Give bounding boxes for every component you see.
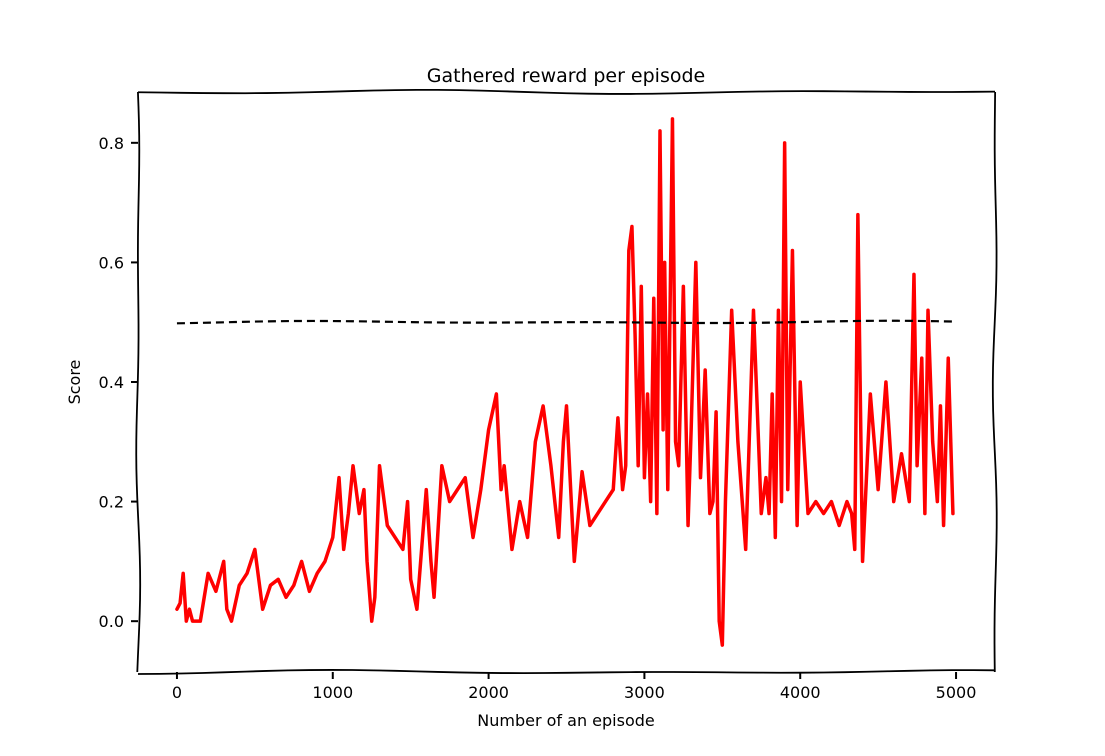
- x-tick-label-2000: 2000: [468, 683, 509, 702]
- series-line-0: [175, 117, 955, 647]
- x-tick-label-5000: 5000: [936, 683, 977, 702]
- frame-top: [137, 88, 996, 95]
- x-axis-label: Number of an episode: [477, 711, 654, 730]
- x-tick-label-1000: 1000: [312, 683, 353, 702]
- y-tick-label-0.6: 0.6: [99, 253, 124, 272]
- y-tick-label-0.4: 0.4: [99, 373, 124, 392]
- x-tick-label-3000: 3000: [624, 683, 665, 702]
- chart-title: Gathered reward per episode: [427, 65, 705, 87]
- x-tick-label-4000: 4000: [780, 683, 821, 702]
- y-tick-label-0.8: 0.8: [99, 134, 124, 153]
- plot-area: 0 1000 2000 3000 4000 5000 0.0 0.2 0.4 0.6 0.8: [99, 88, 998, 702]
- x-tick-label-0: 0: [172, 683, 182, 702]
- y-tick-label-0.2: 0.2: [99, 493, 124, 512]
- y-tick-label-0.0: 0.0: [99, 612, 124, 631]
- frame-right: [991, 91, 998, 673]
- y-axis-label: Score: [65, 360, 84, 405]
- frame-bottom: [137, 669, 996, 675]
